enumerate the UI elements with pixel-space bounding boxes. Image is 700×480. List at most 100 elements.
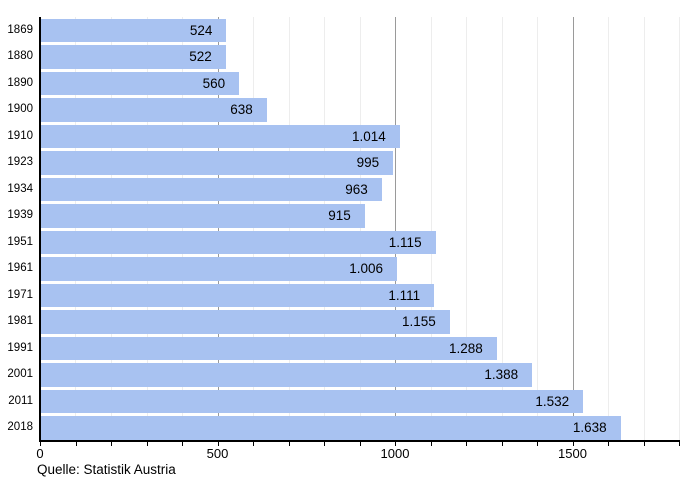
- bar-row: 1880 522: [0, 44, 678, 71]
- value-label: 915: [328, 208, 351, 224]
- gridline-major: [217, 17, 219, 441]
- bar: 995: [41, 151, 394, 175]
- x-tick: [146, 442, 148, 446]
- gridline-minor: [146, 17, 148, 441]
- bar: 1.388: [41, 363, 533, 387]
- bar-track: 1.638: [41, 415, 678, 442]
- bar-row: 1900 638: [0, 97, 678, 124]
- bar-track: 1.014: [41, 123, 678, 150]
- gridline-minor: [323, 17, 325, 441]
- value-label: 1.288: [449, 340, 483, 356]
- x-tick: [643, 442, 645, 446]
- bar-track: 915: [41, 203, 678, 230]
- bar-row: 1934 963: [0, 176, 678, 203]
- value-label: 1.532: [535, 393, 570, 409]
- x-tick-label: 1500: [558, 446, 587, 461]
- x-tick: [75, 442, 77, 446]
- value-label: 1.388: [484, 367, 519, 383]
- x-tick: [182, 442, 183, 446]
- gridline-minor: [537, 17, 538, 441]
- year-label: 1971: [7, 288, 33, 301]
- year-label: 1910: [7, 129, 33, 142]
- plot-area: [40, 17, 680, 441]
- year-label: 1890: [7, 76, 33, 89]
- y-axis-line: [39, 17, 41, 442]
- bar-row: 2011 1.532: [0, 388, 678, 415]
- bar-track: 995: [41, 150, 678, 177]
- bar-track: 638: [41, 97, 678, 124]
- bar-row: 1939 915: [0, 203, 678, 230]
- value-label: 1.638: [572, 420, 607, 436]
- gridline-minor: [75, 17, 77, 441]
- bar: 524: [41, 18, 227, 42]
- x-tick: [217, 442, 219, 446]
- bar-track: 1.532: [41, 388, 678, 415]
- bar: 1.111: [41, 283, 435, 307]
- x-tick: [430, 442, 432, 446]
- bar: 1.532: [41, 389, 584, 413]
- gridline-minor: [110, 17, 112, 441]
- year-label: 2011: [8, 394, 33, 407]
- x-tick: [111, 442, 112, 446]
- gridline-major: [572, 17, 574, 441]
- x-tick: [572, 442, 574, 446]
- bar: 560: [41, 71, 240, 95]
- x-tick: [608, 442, 609, 446]
- x-tick: [466, 442, 467, 446]
- bar: 1.006: [41, 257, 397, 281]
- value-label: 524: [189, 22, 213, 38]
- bar: 522: [41, 45, 226, 69]
- gridline-major: [395, 17, 396, 441]
- gridline-minor: [607, 17, 609, 441]
- bar-row: 1981 1.155: [0, 309, 678, 336]
- year-label: 1869: [7, 23, 33, 36]
- x-tick-label: 0: [36, 446, 44, 461]
- year-label: 1981: [7, 315, 33, 327]
- bar-rows: 1869 524 1880 522 1890 560 1900 638 1910 1.014 192…: [0, 17, 678, 441]
- value-label: 560: [202, 75, 226, 91]
- year-label: 1951: [7, 235, 33, 248]
- bar-track: 1.115: [41, 229, 678, 256]
- value-label: 1.111: [388, 287, 421, 303]
- bar: 1.115: [41, 230, 436, 254]
- x-tick: [501, 442, 503, 446]
- x-tick-label: 1000: [380, 446, 410, 461]
- bar: 915: [41, 204, 365, 228]
- gridline-minor: [430, 17, 432, 441]
- bar: 1.155: [41, 310, 450, 334]
- bar-track: 560: [41, 70, 678, 97]
- x-tick: [253, 442, 254, 446]
- bar-row: 1961 1.006: [0, 256, 678, 283]
- year-label: 2001: [7, 368, 33, 380]
- bar-row: 1890 560: [0, 70, 678, 97]
- x-tick: [679, 442, 680, 446]
- bar-row: 1910 1.014: [0, 123, 678, 150]
- gridline-minor: [181, 17, 183, 441]
- value-label: 1.115: [388, 234, 422, 250]
- x-tick: [537, 442, 538, 446]
- year-label: 1934: [7, 182, 33, 195]
- bar-row: 1991 1.288: [0, 335, 678, 362]
- bar-row: 2018 1.638: [0, 415, 678, 442]
- x-axis-line: [39, 440, 680, 442]
- bar-row: 2001 1.388: [0, 362, 678, 389]
- bar-track: 1.288: [41, 335, 678, 362]
- value-label: 1.155: [401, 314, 436, 330]
- gridline-minor: [501, 17, 503, 441]
- value-label: 1.006: [349, 261, 383, 277]
- gridline-minor: [643, 17, 645, 441]
- gridlines: [40, 17, 680, 441]
- bar-row: 1971 1.111: [0, 282, 678, 309]
- bar-track: 524: [41, 17, 678, 44]
- value-label: 963: [345, 181, 368, 197]
- bar-track: 1.006: [41, 256, 678, 283]
- gridline-minor: [466, 17, 467, 441]
- value-label: 522: [189, 49, 212, 65]
- x-tick-label: 500: [206, 446, 229, 461]
- year-label: 1991: [7, 341, 33, 354]
- bar-row: 1923 995: [0, 150, 678, 177]
- year-label: 2018: [7, 421, 33, 433]
- gridline-minor: [679, 17, 680, 441]
- x-tick: [395, 442, 396, 446]
